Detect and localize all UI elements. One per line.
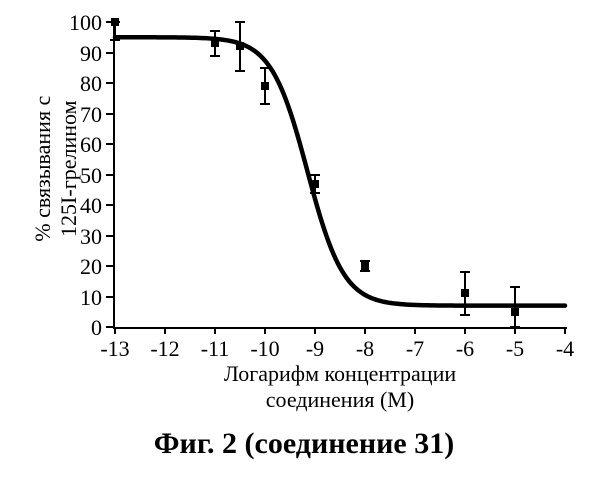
x-tick-label: -9 [297,336,333,362]
y-tick [106,204,113,206]
error-cap [460,314,470,316]
x-axis-title-line1: Логарифм концентрации [115,361,565,387]
error-cap [460,271,470,273]
x-tick [164,327,166,334]
y-tick [106,143,113,145]
error-cap [310,192,320,194]
x-axis-title: Логарифм концентрации соединения (М) [115,361,565,413]
y-tick [106,52,113,54]
x-tick [214,327,216,334]
data-point [311,180,319,188]
x-tick [564,327,566,334]
error-cap [510,286,520,288]
y-tick [106,265,113,267]
error-cap [235,70,245,72]
y-axis-title-line1: % связывания с [30,28,56,309]
x-axis-line [115,327,567,329]
x-tick [314,327,316,334]
y-tick [106,235,113,237]
figure-root: -13-12-11-10-9-8-7-6-5-40102030405060708… [0,0,608,500]
x-tick-label: -5 [497,336,533,362]
data-point [511,308,519,316]
x-tick-label: -6 [447,336,483,362]
error-cap [260,67,270,69]
error-cap [260,103,270,105]
error-cap [110,39,120,41]
y-tick-label: 0 [62,315,102,341]
x-tick-label: -10 [247,336,283,362]
y-tick [106,296,113,298]
y-tick [106,113,113,115]
x-tick-label: -8 [347,336,383,362]
fitted-curve [115,22,565,327]
x-tick-label: -12 [147,336,183,362]
x-tick-label: -4 [547,336,583,362]
error-cap [510,326,520,328]
data-point [361,262,369,270]
error-cap [210,55,220,57]
y-axis-title: % связывания с 125I-грелином [30,28,82,309]
x-tick-label: -11 [197,336,233,362]
x-axis-title-line2: соединения (М) [115,387,565,413]
x-tick [514,327,516,334]
x-tick [414,327,416,334]
x-tick-label: -13 [97,336,133,362]
data-point [461,289,469,297]
figure-caption: Фиг. 2 (соединение 31) [0,427,608,461]
x-tick-label: -7 [397,336,433,362]
y-axis-title-line2: 125I-грелином [56,28,82,309]
data-point [261,82,269,90]
error-cap [310,174,320,176]
data-point [211,39,219,47]
x-tick [114,327,116,334]
data-point [111,18,119,26]
y-tick [106,326,113,328]
error-cap [210,30,220,32]
error-cap [235,21,245,23]
y-tick [106,82,113,84]
x-tick [364,327,366,334]
x-tick [264,327,266,334]
y-tick [106,174,113,176]
plot-area: -13-12-11-10-9-8-7-6-5-40102030405060708… [115,22,565,327]
x-tick [464,327,466,334]
data-point [236,42,244,50]
